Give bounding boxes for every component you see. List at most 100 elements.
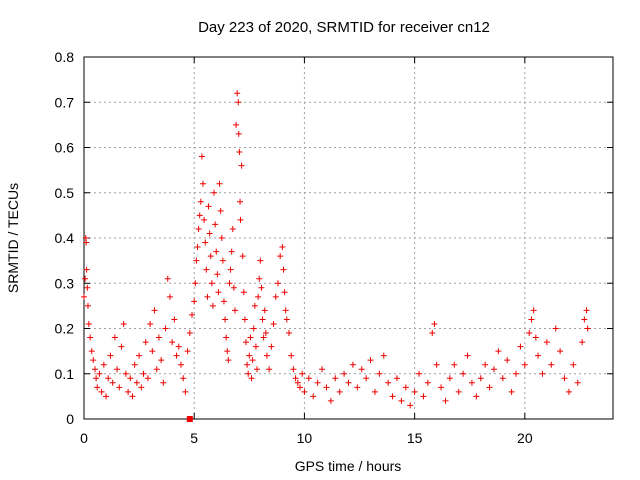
data-point	[226, 280, 233, 287]
data-point	[216, 180, 223, 187]
data-point	[249, 357, 256, 364]
data-point	[299, 370, 306, 377]
data-point	[526, 330, 533, 337]
data-point	[272, 293, 279, 300]
data-point	[125, 388, 132, 395]
data-point	[557, 348, 564, 355]
y-tick-label: 0	[66, 411, 74, 427]
data-point	[583, 307, 590, 314]
data-point	[144, 375, 151, 382]
data-point	[259, 316, 266, 323]
data-point	[263, 352, 270, 359]
data-point	[486, 384, 493, 391]
data-point	[297, 384, 304, 391]
data-point	[155, 334, 162, 341]
y-tick-label: 0.4	[55, 230, 75, 246]
data-point	[274, 280, 281, 287]
data-point	[136, 352, 143, 359]
data-point	[371, 388, 378, 395]
data-point	[186, 330, 193, 337]
data-point	[236, 149, 243, 156]
data-point	[294, 379, 301, 386]
data-point	[131, 361, 138, 368]
data-point	[211, 189, 218, 196]
data-point	[468, 379, 475, 386]
data-point	[548, 361, 555, 368]
data-point	[142, 339, 149, 346]
data-point	[209, 302, 216, 309]
data-point	[407, 402, 414, 409]
y-tick-label: 0.5	[55, 185, 75, 201]
data-point	[230, 284, 237, 291]
data-point	[270, 320, 277, 327]
data-point	[389, 393, 396, 400]
data-point	[446, 375, 453, 382]
data-point	[543, 339, 550, 346]
data-point	[103, 393, 110, 400]
data-point	[94, 384, 101, 391]
data-point	[195, 225, 202, 232]
data-point	[208, 280, 215, 287]
data-point	[189, 311, 196, 318]
data-point	[252, 343, 259, 350]
axis-ticks: 0 0.1 0.2 0.3 0.4 0.5 0.6 0.7 0.8 0 5 10 15 20	[55, 49, 613, 446]
data-point	[517, 343, 524, 350]
data-point	[212, 221, 219, 228]
data-point	[213, 248, 220, 255]
data-point	[482, 361, 489, 368]
x-tick-label: 10	[297, 430, 313, 446]
data-point	[231, 307, 238, 314]
data-point	[203, 266, 210, 273]
y-tick-label: 0.3	[55, 275, 75, 291]
data-point	[336, 388, 343, 395]
data-point	[201, 216, 208, 223]
data-point	[477, 375, 484, 382]
data-point	[166, 293, 173, 300]
data-point	[88, 348, 95, 355]
x-axis-label: GPS time / hours	[295, 458, 402, 474]
data-point	[215, 289, 222, 296]
data-point	[310, 393, 317, 400]
data-point	[114, 366, 121, 373]
data-point	[451, 361, 458, 368]
data-point	[532, 334, 539, 341]
data-point	[127, 375, 134, 382]
y-tick-label: 0.1	[55, 366, 75, 382]
data-point	[241, 316, 248, 323]
data-point	[234, 90, 241, 97]
data-point	[182, 388, 189, 395]
data-point	[193, 257, 200, 264]
data-point	[305, 375, 312, 382]
data-point	[256, 275, 263, 282]
y-tick-label: 0.7	[55, 94, 75, 110]
data-point	[530, 307, 537, 314]
data-point	[149, 348, 156, 355]
data-point	[268, 343, 275, 350]
data-point	[565, 388, 572, 395]
data-point	[238, 162, 245, 169]
data-point	[262, 330, 269, 337]
data-point	[314, 379, 321, 386]
data-point	[224, 348, 231, 355]
data-point	[133, 379, 140, 386]
data-point	[122, 370, 129, 377]
data-point	[495, 348, 502, 355]
data-point	[380, 352, 387, 359]
data-point	[277, 253, 284, 260]
chart-title: Day 223 of 2020, SRMTID for receiver cn1…	[198, 19, 490, 36]
data-point	[93, 375, 100, 382]
data-point	[341, 370, 348, 377]
data-point	[98, 388, 105, 395]
data-point	[158, 357, 165, 364]
data-point	[120, 320, 127, 327]
data-point	[266, 366, 273, 373]
data-point	[258, 284, 265, 291]
y-tick-label: 0.6	[55, 140, 75, 156]
data-point	[246, 352, 253, 359]
data-point	[288, 352, 295, 359]
data-point	[160, 379, 167, 386]
data-point	[228, 248, 235, 255]
data-point	[85, 320, 92, 327]
data-point	[105, 375, 112, 382]
data-point	[290, 366, 297, 373]
